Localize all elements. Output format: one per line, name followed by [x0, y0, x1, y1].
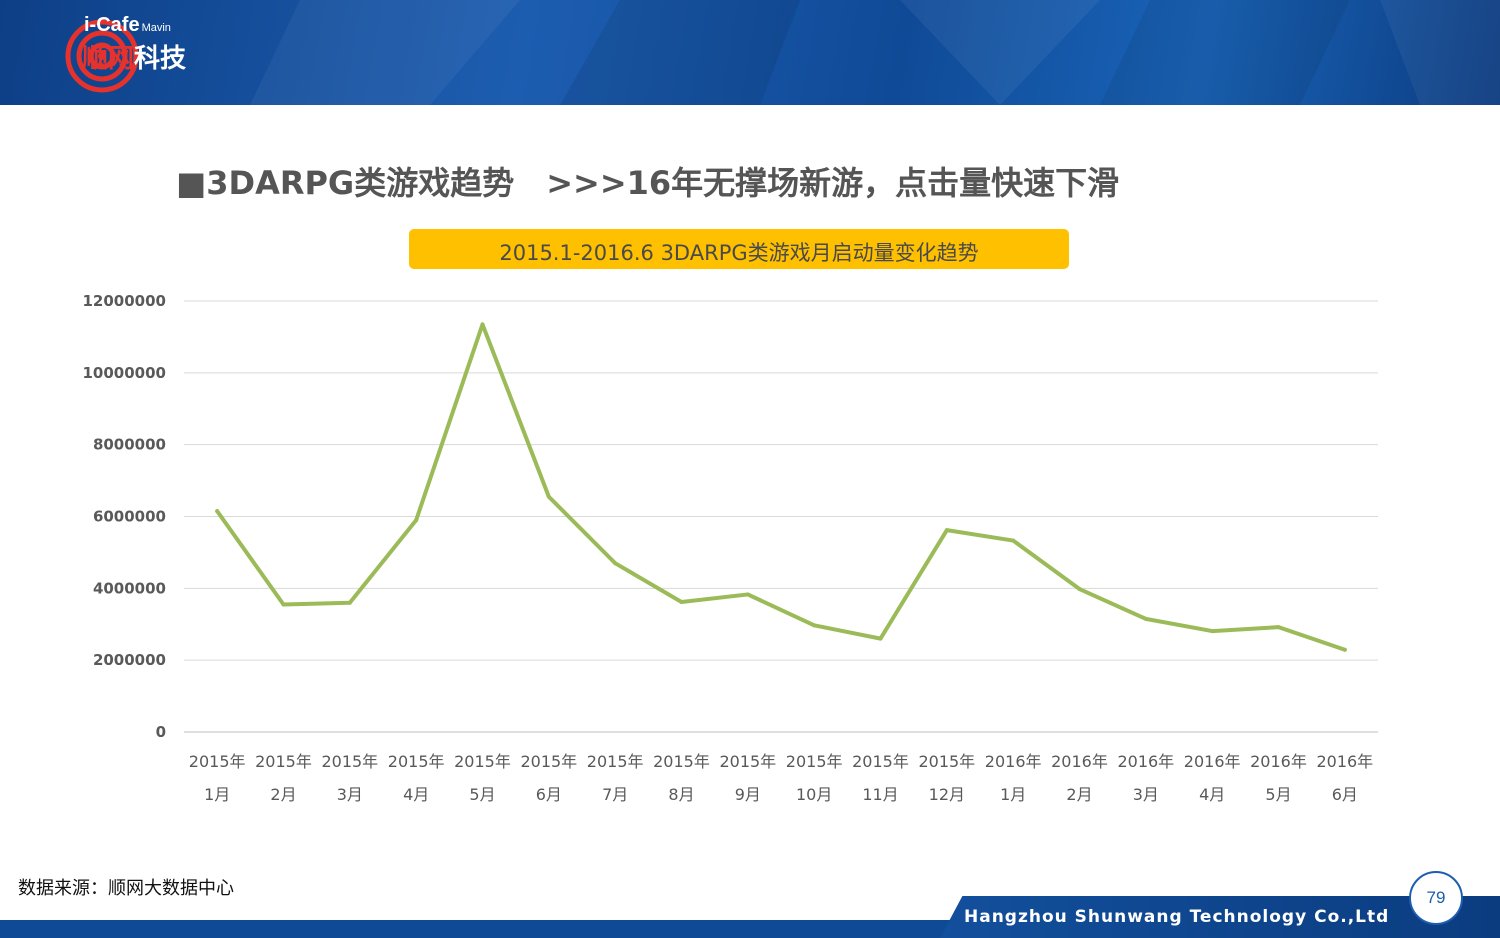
chart-title: 2015.1-2016.6 3DARPG类游戏月启动量变化趋势 — [499, 241, 979, 265]
x-tick-label-month: 2月 — [270, 785, 296, 804]
logo-chinese-name: 顺网科技 — [82, 44, 187, 74]
x-tick-label-year: 2016年 — [1316, 752, 1373, 771]
data-point — [1077, 587, 1082, 592]
data-point — [414, 518, 419, 523]
x-tick-label-month: 5月 — [1265, 785, 1291, 804]
data-point — [480, 322, 485, 327]
x-tick-label-year: 2016年 — [985, 752, 1042, 771]
logo-brand: i-Cafe Mavin — [84, 14, 171, 36]
x-tick-label-month: 2月 — [1066, 785, 1092, 804]
x-tick-label-year: 2015年 — [918, 752, 975, 771]
data-point — [215, 509, 220, 514]
data-point — [281, 602, 286, 607]
y-tick-label: 6000000 — [93, 508, 166, 526]
x-tick-label-month: 12月 — [929, 785, 965, 804]
x-tick-label-year: 2016年 — [1184, 752, 1241, 771]
y-tick-label: 4000000 — [93, 579, 166, 597]
x-tick-label-year: 2016年 — [1250, 752, 1307, 771]
x-tick-label-year: 2015年 — [719, 752, 776, 771]
x-tick-label-month: 3月 — [337, 785, 363, 804]
slide-title: ■3DARPG类游戏趋势 >>>16年无撑场新游，点击量快速下滑 — [176, 164, 1120, 202]
x-tick-label-month: 10月 — [796, 785, 832, 804]
x-tick-label-year: 2016年 — [1117, 752, 1174, 771]
data-point — [613, 561, 618, 566]
x-tick-label-year: 2015年 — [587, 752, 644, 771]
x-tick-label-month: 4月 — [1199, 785, 1225, 804]
data-point — [1342, 647, 1347, 652]
chart-title-banner: 2015.1-2016.6 3DARPG类游戏月启动量变化趋势 — [409, 229, 1069, 269]
data-point — [347, 600, 352, 605]
data-point — [1210, 629, 1215, 634]
x-tick-label-month: 6月 — [1332, 785, 1358, 804]
data-point — [745, 592, 750, 597]
header-banner: i-Cafe Mavin 顺网科技 — [0, 0, 1500, 105]
x-tick-label-month: 5月 — [469, 785, 495, 804]
data-point — [546, 494, 551, 499]
x-tick-label-month: 7月 — [602, 785, 628, 804]
data-point — [679, 599, 684, 604]
x-tick-label-year: 2015年 — [786, 752, 843, 771]
series-line — [215, 322, 1347, 652]
x-tick-label-month: 11月 — [862, 785, 898, 804]
y-tick-label: 12000000 — [83, 292, 167, 310]
x-tick-label-year: 2015年 — [454, 752, 511, 771]
line-chart: 0 2000000 4000000 6000000 8000000 10000000 120… — [83, 292, 1378, 804]
data-point — [878, 636, 883, 641]
target-swirl-icon — [65, 19, 139, 93]
data-point — [1011, 538, 1016, 543]
header-polygon-pattern — [250, 0, 1500, 105]
y-tick-label: 0 — [156, 723, 166, 741]
x-tick-label-month: 8月 — [668, 785, 694, 804]
footer-company-name: Hangzhou Shunwang Technology Co.,Ltd — [964, 907, 1390, 927]
data-source-note: 数据来源：顺网大数据中心 — [18, 878, 234, 899]
data-point — [944, 528, 949, 533]
x-tick-label-year: 2015年 — [520, 752, 577, 771]
data-point — [1143, 616, 1148, 621]
x-tick-label-year: 2015年 — [255, 752, 312, 771]
x-tick-label-month: 4月 — [403, 785, 429, 804]
x-tick-label-year: 2015年 — [653, 752, 710, 771]
x-tick-label-month: 3月 — [1133, 785, 1159, 804]
x-tick-label-year: 2015年 — [321, 752, 378, 771]
y-tick-label: 8000000 — [93, 436, 166, 454]
x-tick-label-month: 1月 — [1000, 785, 1026, 804]
footer-band — [940, 896, 1500, 938]
x-tick-label-year: 2015年 — [852, 752, 909, 771]
x-tick-label-month: 6月 — [536, 785, 562, 804]
x-tick-label-month: 9月 — [735, 785, 761, 804]
page-number: 79 — [1409, 871, 1463, 925]
x-tick-label-year: 2016年 — [1051, 752, 1108, 771]
x-tick-label-year: 2015年 — [388, 752, 445, 771]
data-point — [1276, 625, 1281, 630]
data-point — [812, 623, 817, 628]
y-tick-label: 2000000 — [93, 651, 166, 669]
x-tick-label-month: 1月 — [204, 785, 230, 804]
y-tick-label: 10000000 — [83, 364, 167, 382]
x-tick-label-year: 2015年 — [189, 752, 246, 771]
